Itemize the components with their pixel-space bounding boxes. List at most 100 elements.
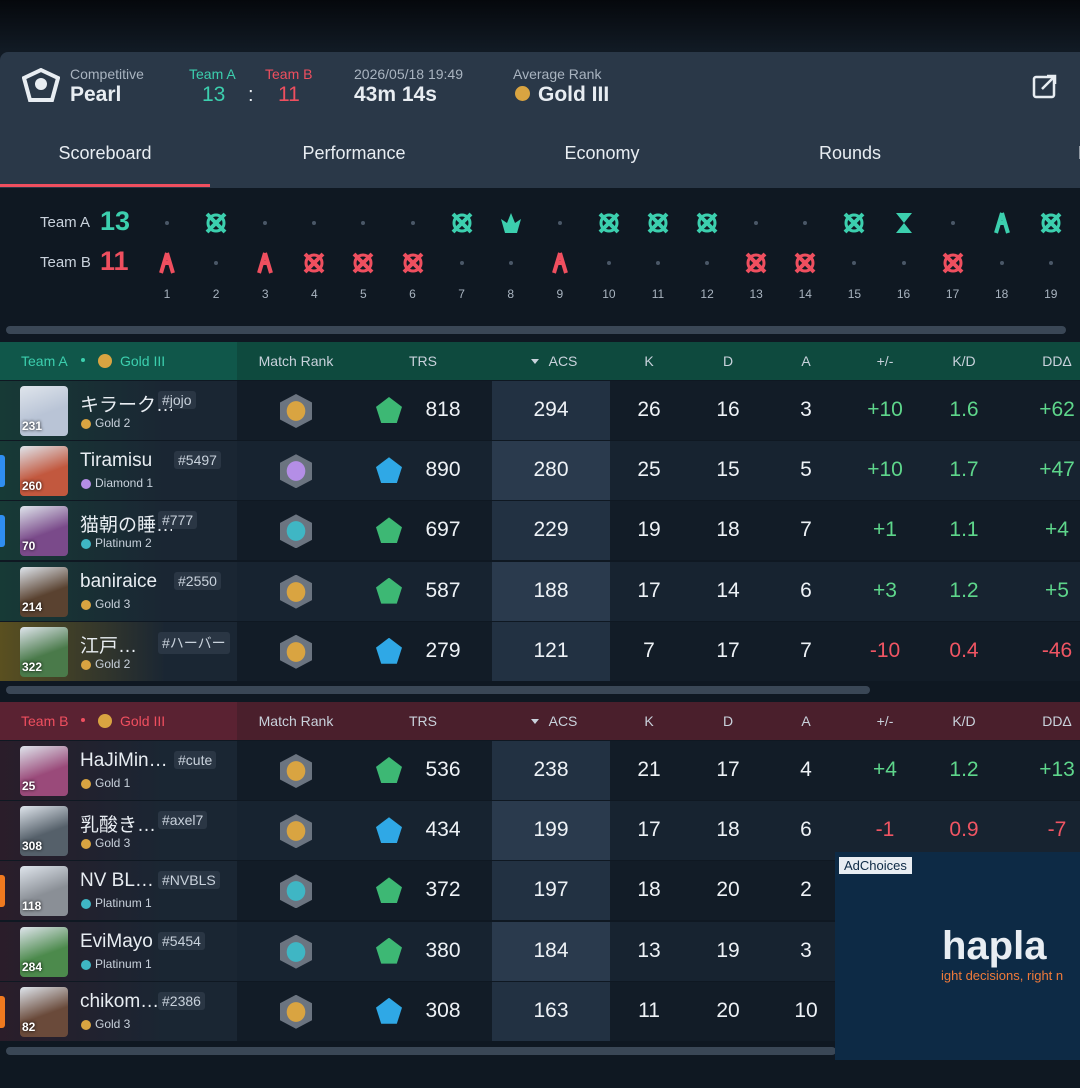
round-result [695, 211, 719, 235]
stat-plus-minus: +1 [873, 518, 897, 542]
stat-a: 7 [800, 638, 812, 662]
round-icon [352, 252, 374, 274]
player-rank: Platinum 1 [95, 956, 152, 971]
rank-icon [81, 779, 91, 789]
acs-cell [492, 381, 610, 440]
round-result [646, 211, 670, 235]
team-rank-icon [98, 354, 112, 368]
round-result [1039, 211, 1063, 235]
team-name: Team A [21, 353, 68, 369]
map: Pearl [70, 83, 122, 106]
player-name: EviMayo [80, 930, 153, 952]
column-header: D [722, 713, 734, 729]
stat-plus-minus: +10 [867, 458, 903, 482]
agent-avatar [20, 746, 68, 796]
round-result [744, 251, 768, 275]
stat-d: 20 [716, 998, 740, 1022]
round-result [744, 211, 768, 235]
stat-d: 17 [716, 758, 740, 781]
stat-trs: 697 [425, 518, 461, 542]
round-result [842, 251, 866, 275]
round-result [1039, 251, 1063, 275]
rank-icon [81, 599, 91, 610]
round-result [155, 251, 179, 275]
round-dot [165, 221, 169, 225]
tab[interactable]: D [1078, 143, 1080, 164]
round-team-a-score: 13 [100, 206, 131, 236]
score-separator: : [248, 84, 254, 106]
acs-cell [492, 921, 610, 981]
rank-icon [81, 539, 91, 550]
stat-kd: 0.9 [949, 818, 979, 842]
team-name: Team B [21, 713, 69, 729]
stat-acs: 294 [533, 398, 569, 421]
tab[interactable]: Performance [302, 143, 406, 163]
stat-acs: 280 [533, 458, 569, 482]
tab[interactable]: Rounds [818, 143, 882, 163]
round-result [499, 211, 523, 235]
stat-d: 19 [716, 938, 740, 962]
external-link[interactable] [1032, 73, 1058, 99]
team-rank: Gold III [120, 353, 166, 369]
tab[interactable]: Scoreboard [58, 143, 152, 163]
player-name: 猫朝の睡… [80, 515, 172, 537]
level: 308 [22, 839, 43, 854]
round-result [351, 211, 375, 235]
player-name: 江戸… [80, 635, 138, 657]
ad [835, 852, 1080, 1060]
stat-acs: 199 [533, 818, 569, 842]
tab[interactable]: Economy [564, 143, 640, 163]
rank-icon [81, 1019, 91, 1030]
round-dot [557, 221, 562, 225]
team-rank-icon [98, 714, 112, 728]
round-result [892, 211, 916, 235]
player-name: HaJiMin… [80, 750, 168, 771]
stat-kd: 1.2 [949, 758, 979, 781]
round-dot [852, 261, 857, 265]
stat-acs: 184 [533, 938, 569, 962]
level: 70 [22, 539, 36, 554]
round-result [450, 251, 474, 275]
round-icon [696, 212, 718, 234]
round-number: 9 [556, 287, 564, 301]
column-header: ACS [548, 713, 578, 729]
stat-a: 3 [800, 938, 812, 962]
round-number: 3 [261, 287, 269, 301]
round-icon [1040, 212, 1062, 234]
round-number: 14 [798, 287, 812, 301]
acs-cell [492, 741, 610, 800]
player-rank: Gold 3 [95, 596, 131, 611]
active-tab-underline [0, 184, 210, 187]
rank-icon [81, 479, 91, 490]
level: 284 [22, 959, 43, 974]
column-header: TRS [409, 713, 437, 729]
round-icon [647, 212, 669, 234]
match-rank-badge [280, 874, 312, 909]
column-header: +/- [876, 353, 894, 369]
round-number: 11 [651, 287, 665, 301]
level: 118 [22, 899, 42, 914]
stat-k: 7 [643, 638, 655, 662]
round-result [155, 211, 179, 235]
round-icon [303, 252, 325, 274]
match-rank-badge [280, 814, 312, 849]
player-rank: Gold 3 [95, 1016, 131, 1031]
level: 25 [22, 779, 36, 793]
stat-trs: 890 [425, 458, 461, 482]
stat-trs: 380 [425, 938, 461, 962]
round-result [695, 251, 719, 275]
round-result [548, 211, 572, 235]
agent-avatar [20, 806, 68, 857]
column-header: K/D [952, 353, 976, 369]
round-result [793, 211, 817, 235]
player-rank: Gold 3 [95, 836, 131, 851]
round-result [401, 251, 425, 275]
stat-acs: 229 [533, 518, 569, 542]
agent-avatar [20, 446, 68, 497]
round-result [892, 251, 916, 275]
round-dot [901, 261, 906, 265]
round-number: 17 [945, 287, 960, 301]
stat-k: 21 [637, 758, 661, 781]
round-number: 4 [310, 287, 318, 301]
round-icon [745, 252, 767, 274]
